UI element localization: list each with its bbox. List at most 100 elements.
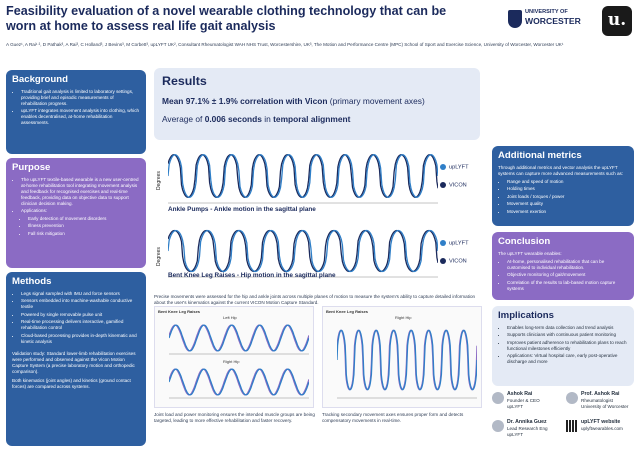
plot1-legend-vicon: VICON [440, 182, 467, 188]
uplyft-series-line [168, 154, 438, 198]
implications-heading: Implications [498, 310, 554, 321]
correlation-qualifier: (primary movement axes) [327, 96, 425, 106]
secondary-series-line [337, 329, 477, 391]
uplyft-series-line [168, 229, 438, 273]
additional-metrics-card: Additional metrics Through additional me… [492, 146, 634, 226]
temporal-label: temporal alignment [273, 114, 351, 124]
purpose-item: The upLYFT textile-based wearable is a n… [21, 177, 140, 207]
background-heading: Background [12, 74, 68, 85]
poster-header: Feasibility evaluation of a novel wearab… [0, 0, 640, 62]
temporal-mid: in [261, 114, 274, 124]
plot1-legend-vicon-label: VICON [449, 182, 467, 189]
website-label: upLYFT website [581, 419, 621, 425]
avatar [492, 420, 504, 432]
mini-right-sub: Right Hip [395, 315, 412, 320]
vicon-series-line [168, 229, 438, 273]
plot1-legend-uplyft: upLYFT [440, 164, 468, 170]
mini-left-caption: Joint load and power monitoring ensures … [154, 412, 315, 423]
background-card: Background Traditional gait analysis is … [6, 70, 146, 154]
methods-card: Methods Legs signal sampled with IMU and… [6, 272, 146, 446]
plot2-caption: Bent Knee Leg Raises - Hip motion in the… [168, 272, 336, 279]
hip-motion-chart [168, 229, 438, 278]
methods-item: Sensors embedded into machine-washable c… [21, 298, 140, 310]
application-item: Illness prevention [28, 223, 140, 229]
implications-item: Supports clinicians with continuous pati… [507, 332, 628, 338]
methods-item: Real-time processing delivers interactiv… [21, 319, 140, 331]
temporal-result: Average of 0.006 seconds in temporal ali… [162, 114, 350, 124]
conclusion-intro: The upLYFT wearable enables: [498, 251, 562, 256]
application-item: Early detection of movement disorders [28, 216, 140, 222]
plot2-legend-vicon-label: VICON [449, 258, 467, 265]
legend-dot-icon [440, 258, 446, 264]
legend-dot-icon [440, 182, 446, 188]
contact-name: Dr. Annika Guez [507, 419, 547, 425]
background-item: upLYFT integrates movement analysis into… [21, 108, 140, 126]
methodology-note: Precise movements were assessed for the … [154, 294, 476, 305]
contact-role: Rheumatologist [581, 397, 613, 403]
legend-dot-icon [440, 240, 446, 246]
methods-heading: Methods [12, 276, 52, 287]
plot1-ylabel: Degrees [156, 171, 162, 190]
avatar [566, 392, 578, 404]
additional-intro: Through additional metrics and vector an… [498, 165, 624, 176]
ankle-motion-chart [168, 154, 438, 204]
secondary-axes-chart: Bent Knee Leg Raises Right Hip [322, 306, 482, 408]
contact-role: Lead Research Eng [507, 425, 548, 431]
implications-box: Implications Enables long-term data coll… [492, 306, 634, 386]
methods-item: Powered by single removable pulse unit [21, 312, 140, 318]
plot2-ylabel: Degrees [156, 247, 162, 266]
methods-validation: Validation study: Standard lower-limb re… [12, 350, 136, 374]
implications-item: Enables long-term data collection and tr… [507, 325, 628, 331]
plot2-legend-vicon: VICON [440, 258, 467, 264]
additional-heading: Additional metrics [498, 150, 582, 161]
conclusion-item: At-home, personalised rehabilitation tha… [507, 259, 628, 271]
implications-item: Improves patient adherence to rehabilita… [507, 340, 628, 352]
crest-icon [508, 10, 522, 28]
plot1-caption: Ankle Pumps - Ankle motion in the sagitt… [168, 206, 316, 213]
purpose-card: Purpose The upLYFT textile-based wearabl… [6, 158, 146, 268]
website-url[interactable]: uplyftwearables.com [581, 425, 623, 431]
conclusion-item: Objective monitoring of gait/movement [507, 272, 628, 278]
ankle-pumps-plot: Degrees upLYFT VICON Ankle Pumps - Ankle… [154, 146, 484, 213]
left-hip-power-chart [169, 324, 309, 355]
contact-org: upLYFT [507, 403, 523, 409]
qr-code-icon[interactable] [566, 420, 578, 432]
additional-item: Range and speed of motion [507, 179, 628, 185]
application-item: Fall risk mitigation [28, 231, 140, 237]
purpose-heading: Purpose [12, 162, 51, 173]
additional-item: Movement exertion [507, 209, 628, 215]
contact-role: Founder & CEO [507, 397, 540, 403]
correlation-result: Mean 97.1% ± 1.9% correlation with Vicon… [162, 96, 425, 106]
avatar [492, 392, 504, 404]
power-series-line [169, 368, 309, 396]
poster-title: Feasibility evaluation of a novel wearab… [6, 4, 447, 33]
power-series-line [169, 324, 309, 352]
additional-item: Movement quality [507, 201, 628, 207]
contact-name: Ashok Rai [507, 391, 533, 397]
university-logo-line2: WORCESTER [525, 16, 581, 26]
additional-item: Joint loads / torques / power [507, 194, 628, 200]
mini-right-caption: Tracking secondary movement axes ensures… [322, 412, 464, 423]
contact-name: Prof. Ashok Rai [581, 391, 620, 397]
conclusion-item: Correlation of the results to lab-based … [507, 280, 628, 292]
mini-left-sub2: Right Hip [223, 359, 240, 364]
temporal-prefix: Average of [162, 114, 205, 124]
background-item: Traditional gait analysis is limited to … [21, 89, 140, 107]
conclusion-card: Conclusion The upLYFT wearable enables: … [492, 232, 634, 300]
methods-item: Legs signal sampled with IMU and force s… [21, 291, 140, 297]
contact-2: Prof. Ashok Rai Rheumatologist Universit… [581, 391, 637, 409]
temporal-value: 0.006 seconds [204, 114, 262, 124]
bent-knee-plot: Degrees upLYFT VICON Bent Knee Leg Raise… [154, 222, 484, 288]
purpose-item: Applications: [21, 208, 140, 214]
results-heading: Results [162, 74, 207, 88]
plot2-legend-uplyft-label: upLYFT [449, 240, 469, 247]
contact-3: Dr. Annika Guez Lead Research Eng upLYFT [507, 419, 548, 437]
secondary-axis-chart [337, 329, 477, 399]
plot2-legend-uplyft: upLYFT [440, 240, 468, 246]
university-logo: UNIVERSITY OF WORCESTER [508, 8, 590, 34]
methods-item: Cloud-based processing provides in-depth… [21, 333, 140, 345]
correlation-value: Mean 97.1% ± 1.9% correlation with Vicon [162, 96, 328, 106]
power-series-line [169, 368, 309, 396]
results-box: Results Mean 97.1% ± 1.9% correlation wi… [154, 68, 480, 140]
contact-org: upLYFT [507, 431, 523, 437]
